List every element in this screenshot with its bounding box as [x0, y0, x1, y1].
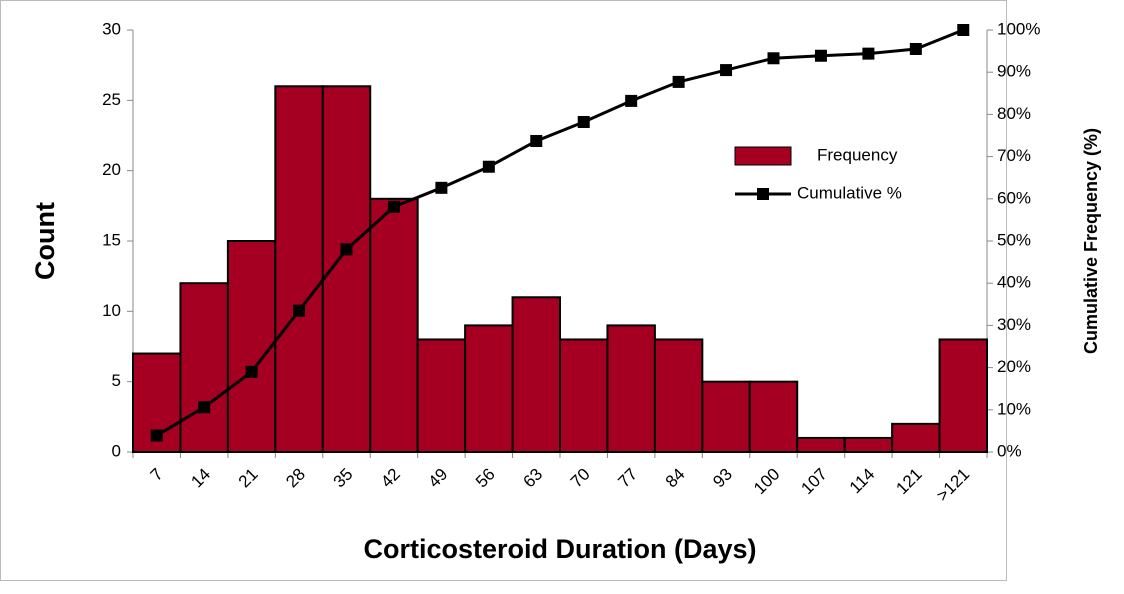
x-tick-label: 114: [846, 465, 879, 498]
marker: [482, 160, 495, 173]
marker: [293, 304, 306, 317]
y-tick-label: 15: [102, 230, 121, 249]
bar: [226, 240, 277, 453]
x-tick-label: 42: [377, 465, 404, 492]
marker: [530, 134, 543, 147]
y-tick-label: 10: [102, 301, 121, 320]
marker: [814, 49, 827, 62]
line: [155, 28, 964, 437]
x-tick-label: 49: [425, 465, 452, 492]
y2-tick-label: 60%: [997, 188, 1031, 207]
y2-tick-label: 80%: [997, 104, 1031, 123]
marker: [862, 47, 875, 60]
marker: [672, 75, 685, 88]
y2-tick-label: 20%: [997, 357, 1031, 376]
y2-tick-label: 100%: [997, 19, 1040, 38]
x-tick-label: 14: [187, 465, 214, 492]
marker: [435, 181, 448, 194]
y-tick-label: 30: [102, 19, 121, 38]
bar: [274, 85, 324, 454]
x-tick-label: 77: [614, 465, 641, 492]
y-tick-label: 5: [112, 371, 121, 390]
bar: [511, 296, 561, 453]
y2-tick-label: 10%: [997, 399, 1031, 418]
y2-tick-label: 90%: [997, 62, 1031, 81]
legend-label: Frequency: [817, 145, 898, 164]
bar: [938, 338, 988, 454]
y2-tick-label: 40%: [997, 273, 1031, 292]
bar: [559, 338, 609, 454]
x-tick-label: 28: [282, 465, 309, 492]
x-tick-label: 7: [147, 465, 167, 485]
y2-tick-label: 30%: [997, 315, 1031, 334]
bar: [606, 324, 656, 453]
marker: [245, 365, 258, 378]
legend-swatch: [757, 188, 769, 200]
x-tick-label: 84: [662, 465, 689, 492]
y-tick-label: 20: [102, 160, 121, 179]
chart-frame: [0, 0, 1007, 581]
bar: [653, 338, 704, 454]
y2-tick-label: 50%: [997, 230, 1031, 249]
x-tick-label: 107: [797, 465, 830, 498]
x-tick-label: 56: [472, 465, 499, 492]
y2-tick-label: 70%: [997, 146, 1031, 165]
bar: [369, 197, 419, 453]
x-tick-label: 21: [235, 465, 262, 492]
bar: [891, 422, 941, 454]
marker: [909, 42, 922, 55]
marker: [198, 401, 211, 414]
bar: [843, 436, 894, 453]
marker: [340, 243, 353, 256]
bar: [796, 436, 846, 453]
marker: [387, 200, 400, 213]
bar: [464, 324, 514, 453]
legend-label: Cumulative %: [797, 183, 902, 202]
x-tick-label: 70: [567, 465, 594, 492]
bar: [701, 380, 751, 453]
x-tick-label: 100: [750, 465, 783, 498]
legend-swatch: [734, 146, 792, 166]
marker: [625, 94, 638, 107]
marker: [720, 64, 733, 77]
x-tick-label: 35: [330, 465, 357, 492]
bar: [179, 282, 229, 454]
marker: [957, 24, 970, 36]
x-tick-label: >121: [933, 465, 974, 506]
marker: [150, 429, 163, 442]
y2-tick-label: 0%: [997, 441, 1022, 460]
y-tick-label: 0: [112, 441, 121, 460]
y-axis-title: Count: [30, 202, 60, 280]
y-tick-label: 25: [102, 90, 121, 109]
marker: [577, 115, 590, 128]
bar: [748, 380, 799, 453]
y2-axis-title: Cumulative Frequency (%): [1081, 128, 1101, 354]
x-tick-label: 121: [892, 465, 925, 498]
bar: [416, 338, 467, 454]
x-axis-title: Corticosteroid Duration (Days): [363, 534, 756, 564]
marker: [767, 52, 780, 65]
x-tick-label: 93: [709, 465, 736, 492]
x-tick-label: 63: [519, 465, 546, 492]
